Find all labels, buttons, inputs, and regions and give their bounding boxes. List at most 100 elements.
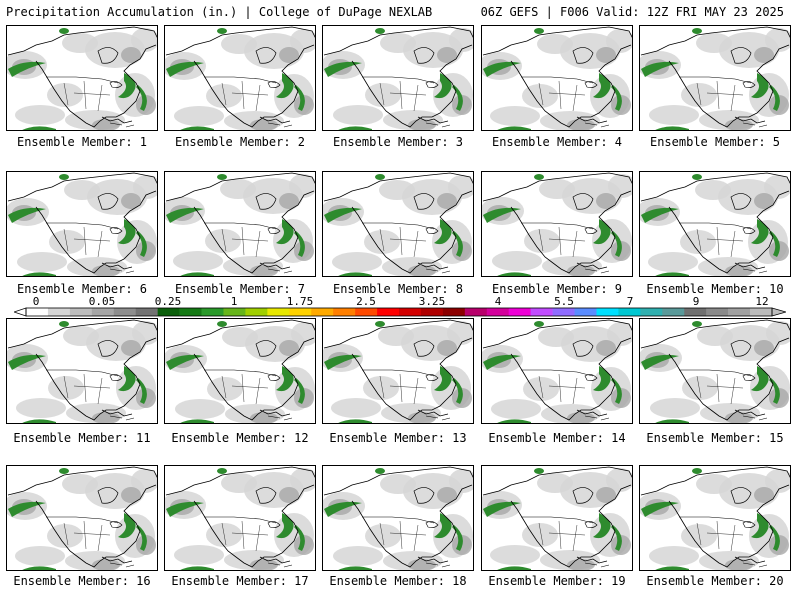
state-borders (538, 373, 586, 405)
colorbar-swatch (201, 308, 224, 316)
ensemble-map (639, 318, 791, 424)
hudson-bay-outline (730, 47, 752, 64)
us-canada-border (46, 76, 119, 84)
coastline (323, 319, 474, 421)
state-borders (379, 520, 427, 552)
panel-frame (6, 25, 158, 131)
light-precip-area (220, 179, 256, 199)
tropical-precip-band (495, 126, 531, 131)
model-run-info: 06Z GEFS | F006 Valid: 12Z FRI MAY 23 20… (480, 5, 784, 19)
coastline (7, 26, 158, 128)
colorbar-tick-label: 12 (755, 296, 768, 308)
coastline (482, 172, 633, 274)
colorbar-swatch (26, 308, 49, 316)
pacific-storm-band (324, 61, 362, 77)
east-coast-band (452, 378, 463, 404)
caribbean-islands (584, 122, 610, 128)
ensemble-map-panel (6, 318, 158, 424)
state-borders (221, 373, 269, 405)
ensemble-map-panel (481, 465, 633, 571)
light-precip-area (206, 84, 242, 108)
colorbar-swatch (728, 308, 751, 316)
panel-frame (481, 171, 633, 277)
great-lakes-outline (584, 521, 598, 528)
light-precip-area (379, 180, 415, 200)
colorbar-swatch (574, 308, 597, 316)
arctic-precip-spot (534, 28, 544, 34)
caribbean-islands (425, 562, 451, 568)
great-lakes-band (751, 73, 769, 99)
arctic-precip-spot (217, 321, 227, 327)
great-lakes-outline (267, 227, 281, 234)
panel-frame (322, 171, 474, 277)
tropical-precip-band (653, 126, 689, 131)
great-lakes-outline (584, 227, 598, 234)
colorbar-swatch (750, 308, 773, 316)
ensemble-map-panel (322, 318, 474, 424)
ensemble-map-panel (639, 318, 791, 424)
moderate-precip-area (754, 487, 774, 503)
us-canada-border (362, 222, 435, 230)
light-precip-area (649, 546, 699, 566)
coastline (640, 466, 791, 568)
ensemble-map (164, 465, 316, 571)
light-precip-area (364, 230, 400, 254)
great-lakes-outline (584, 81, 598, 88)
hudson-bay-outline (572, 193, 594, 210)
great-lakes-outline (267, 521, 281, 528)
light-precip-area (175, 399, 225, 419)
light-precip-area (174, 545, 224, 565)
caribbean-islands (109, 268, 135, 274)
tropical-precip-band (20, 272, 56, 277)
coastline (323, 466, 474, 568)
arctic-precip-spot (59, 28, 69, 34)
colorbar-tick-label: 1.75 (287, 296, 314, 308)
east-coast-band (136, 85, 147, 111)
light-precip-area (205, 229, 241, 253)
east-coast-band (136, 525, 147, 551)
light-precip-area (492, 251, 542, 271)
state-borders (696, 80, 744, 112)
ensemble-map (322, 465, 474, 571)
colorbar-swatch (662, 308, 685, 316)
colorbar-swatch (596, 308, 619, 316)
state-borders (63, 226, 111, 258)
ensemble-member-label: Ensemble Member: 1 (16, 135, 148, 149)
moderate-precip-area (279, 487, 299, 503)
light-precip-area (539, 179, 575, 199)
caribbean-islands (267, 562, 293, 568)
great-lakes-band (276, 73, 294, 99)
light-precip-area (363, 376, 399, 400)
ensemble-map-panel (639, 25, 791, 131)
light-precip-area (766, 321, 791, 345)
light-precip-area (650, 398, 700, 418)
ensemble-map (6, 25, 158, 131)
colorbar-tick-label: 4 (495, 296, 502, 308)
colorbar-swatch (113, 308, 137, 316)
moderate-precip-area (437, 47, 457, 63)
ensemble-member-label: Ensemble Member: 9 (491, 282, 623, 296)
light-precip-area (47, 524, 83, 548)
arctic-precip-spot (59, 174, 69, 180)
light-precip-area (64, 180, 100, 200)
great-lakes-outline (425, 374, 439, 381)
great-lakes-band (276, 513, 294, 539)
colorbar-tick-label: 3.25 (419, 296, 446, 308)
light-precip-area (17, 252, 67, 272)
hudson-bay-outline (255, 340, 277, 357)
great-lakes-outline (109, 81, 123, 88)
us-canada-border (679, 76, 752, 84)
colorbar-swatch (355, 308, 378, 316)
colorbar-high-arrow (771, 307, 786, 317)
panel-frame (481, 25, 633, 131)
coastline (640, 26, 791, 128)
east-coast-band (611, 378, 622, 404)
ensemble-member-label: Ensemble Member: 3 (332, 135, 464, 149)
coastline (7, 466, 158, 568)
state-borders (696, 373, 744, 405)
us-canada-border (46, 369, 119, 377)
light-precip-area (522, 84, 558, 108)
light-precip-area (378, 326, 414, 346)
caribbean-islands (742, 415, 768, 421)
moderate-precip-area (437, 340, 457, 356)
